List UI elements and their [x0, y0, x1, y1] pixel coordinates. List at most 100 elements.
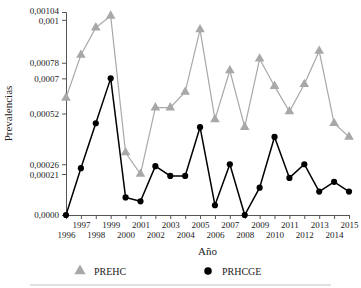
series-marker — [91, 22, 101, 30]
series-marker — [286, 175, 292, 181]
x-tick-label: 2004 — [177, 230, 196, 240]
series-marker — [300, 79, 310, 87]
x-tick-mark — [155, 215, 156, 219]
series-marker — [346, 188, 352, 194]
x-tick-label: 1999 — [102, 220, 121, 230]
plot: 0,00000,000210,000260,000520,00070,00078… — [30, 6, 359, 240]
legend-label: PREHC — [94, 266, 127, 277]
y-tick: 0,00026 — [30, 160, 66, 170]
x-tick-label: 2015 — [341, 220, 360, 230]
series-marker — [257, 185, 263, 191]
series-marker — [285, 106, 295, 114]
series-marker — [227, 161, 233, 167]
x-tick: 2005 — [192, 215, 211, 230]
y-tick-mark — [62, 78, 66, 79]
series-marker — [197, 124, 203, 130]
y-tick-label: 0,00078 — [30, 58, 60, 68]
x-tick-mark — [349, 215, 350, 219]
series-marker — [270, 81, 280, 89]
x-tick-label: 2005 — [192, 220, 211, 230]
y-tick: 0,0007 — [34, 74, 66, 84]
y-tick-mark — [62, 174, 66, 175]
legend: PREHCPRHCGE — [30, 264, 331, 285]
x-tick-mark — [319, 215, 320, 219]
x-tick: 2015 — [341, 215, 360, 230]
y-tick-label: 0,0000 — [34, 210, 59, 220]
y-tick: 0,00021 — [30, 170, 66, 180]
x-tick-label: 2007 — [221, 220, 240, 230]
x-axis-title: Año — [198, 245, 217, 257]
y-tick-mark — [62, 63, 66, 64]
x-tick-label: 2001 — [132, 220, 150, 230]
series-marker — [151, 102, 161, 110]
series-marker — [76, 49, 86, 57]
series-marker — [93, 120, 99, 126]
x-tick-mark — [96, 215, 97, 219]
x-tick-label: 2008 — [236, 230, 255, 240]
series-marker — [63, 212, 69, 218]
series-marker — [182, 173, 188, 179]
x-tick-label: 1996 — [58, 230, 77, 240]
series-marker — [78, 165, 84, 171]
x-tick-mark — [126, 215, 127, 219]
y-tick-mark — [62, 12, 66, 13]
x-tick-label: 1998 — [87, 230, 106, 240]
series-line — [66, 16, 349, 174]
y-tick-mark — [62, 20, 66, 21]
x-tick-label: 2000 — [117, 230, 136, 240]
series-marker — [271, 134, 277, 140]
x-tick: 1997 — [72, 215, 91, 230]
legend-rule — [30, 285, 331, 286]
y-tick: 0,001 — [39, 16, 66, 26]
series-marker — [152, 163, 158, 169]
series-marker — [242, 212, 248, 218]
x-tick-label: 2012 — [296, 230, 314, 240]
y-tick-label: 0,00021 — [30, 170, 59, 180]
x-tick-mark — [215, 215, 216, 219]
x-axis: 1996199719981999200020012002200320042005… — [58, 215, 360, 240]
x-tick: 2003 — [162, 215, 181, 230]
marks — [61, 10, 354, 218]
x-tick-mark — [334, 215, 335, 219]
series-marker — [108, 75, 114, 81]
x-tick-label: 2006 — [206, 230, 225, 240]
x-tick-mark — [289, 215, 290, 219]
legend-symbol — [204, 267, 212, 275]
x-tick: 2007 — [221, 215, 240, 230]
series-marker — [316, 188, 322, 194]
x-tick: 1999 — [102, 215, 121, 230]
y-tick-mark — [62, 164, 66, 165]
x-tick-label: 2014 — [326, 230, 345, 240]
x-tick-label: 2011 — [281, 220, 299, 230]
x-tick: 2009 — [251, 215, 270, 230]
x-tick-label: 2013 — [311, 220, 330, 230]
y-tick-label: 0,00026 — [30, 160, 60, 170]
x-tick-label: 2010 — [266, 230, 285, 240]
series-marker — [61, 92, 71, 100]
series-line — [66, 78, 349, 215]
y-tick: 0,00104 — [30, 6, 66, 16]
x-tick-mark — [140, 215, 141, 219]
series-marker — [180, 86, 190, 94]
x-tick-label: 2003 — [162, 220, 181, 230]
x-tick: 2013 — [311, 215, 330, 230]
y-tick-label: 0,001 — [39, 16, 59, 26]
series-marker — [255, 53, 265, 61]
series-marker — [344, 131, 354, 139]
x-tick-mark — [230, 215, 231, 219]
chart: 0,00000,000210,000260,000520,00070,00078… — [0, 0, 361, 288]
series-marker — [121, 147, 131, 155]
series-marker — [195, 24, 205, 32]
series-marker — [122, 194, 128, 200]
y-axis: 0,00000,000210,000260,000520,00070,00078… — [30, 6, 67, 220]
series-marker — [329, 118, 339, 126]
x-tick-mark — [275, 215, 276, 219]
x-tick: 2001 — [132, 215, 150, 230]
y-axis-title: Prevalencias — [2, 86, 14, 142]
x-tick-mark — [304, 215, 305, 219]
y-tick: 0,0000 — [34, 210, 66, 220]
y-tick: 0,00078 — [30, 58, 66, 68]
x-tick: 2011 — [281, 215, 299, 230]
y-tick-mark — [62, 114, 66, 115]
x-tick-mark — [200, 215, 201, 219]
